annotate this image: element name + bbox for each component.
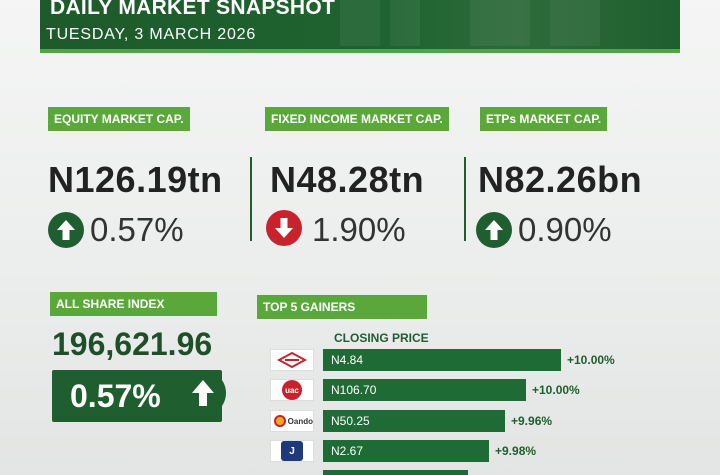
gainer-bar: N50.25	[323, 410, 505, 432]
fixed-income-cap-value: N48.28tn	[270, 159, 425, 200]
etps-cap-value: N82.26bn	[478, 159, 643, 200]
gainer-bar-partial	[323, 470, 468, 475]
gainer-bar: N2.67	[323, 440, 489, 462]
equity-cap-change: 0.57%	[90, 211, 184, 248]
uac-logo-text: uac	[282, 380, 302, 400]
arrow-up-circle-icon	[180, 370, 226, 416]
etps-cap-label: ETPs MARKET CAP.	[480, 107, 608, 131]
arrow-up-circle-icon	[476, 212, 512, 248]
fixed-income-cap-change: 1.90%	[312, 211, 406, 248]
etps-cap-change: 0.90%	[518, 211, 612, 248]
oando-sun-icon	[274, 415, 286, 427]
gainer-change: +10.00%	[567, 353, 615, 367]
asi-change: 0.57%	[70, 378, 161, 414]
asi-label: ALL SHARE INDEX	[50, 292, 217, 316]
gainer-bar: N4.84	[323, 349, 561, 371]
oando-logo-text: Oando	[287, 416, 313, 426]
gainer-row: uac N106.70 +10.00%	[0, 379, 720, 403]
gainers-label: TOP 5 GAINERS	[257, 295, 427, 319]
gainer-change: +9.98%	[495, 444, 537, 458]
arrow-down-circle-icon	[266, 210, 302, 246]
arrow-up-circle-icon	[48, 212, 84, 248]
asi-value: 196,621.96	[52, 326, 213, 362]
equity-cap-label: EQUITY MARKET CAP.	[48, 107, 190, 131]
header-banner	[40, 0, 680, 52]
closing-price-header: CLOSING PRICE	[334, 331, 429, 345]
divider	[250, 157, 252, 241]
page-date: TUESDAY, 3 MARCH 2026	[46, 26, 257, 43]
oando-logo: Oando	[270, 410, 314, 432]
page-title: DAILY MARKET SNAPSHOT	[50, 0, 336, 19]
gainer-row: Oando N50.25 +9.96%	[0, 410, 720, 434]
japaul-logo: J	[270, 440, 314, 462]
uac-logo: uac	[270, 379, 314, 401]
gainer-row: J N2.67 +9.98%	[0, 440, 720, 464]
gainer-change: +10.00%	[532, 383, 580, 397]
divider	[464, 157, 466, 241]
gainer-change: +9.96%	[511, 414, 553, 428]
ikeja-hotel-logo	[270, 349, 314, 371]
header-accent-bar	[40, 49, 680, 53]
gainer-row: N4.84 +10.00%	[0, 349, 720, 373]
equity-cap-value: N126.19tn	[48, 159, 223, 200]
gainer-bar: N106.70	[323, 379, 526, 401]
fixed-income-cap-label: FIXED INCOME MARKET CAP.	[265, 107, 449, 131]
